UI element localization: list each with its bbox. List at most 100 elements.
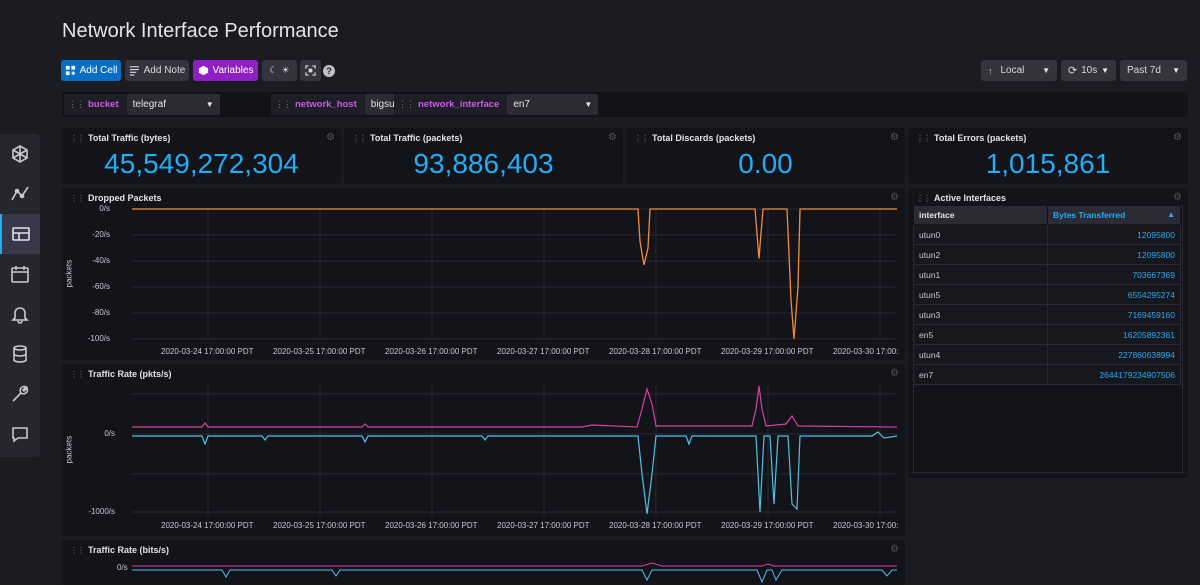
column-header-bytes[interactable]: Bytes Transferred ▲ (1047, 205, 1181, 225)
drag-handle-icon[interactable]: ⋮⋮ (398, 99, 415, 109)
theme-toggle[interactable]: ☾ ☀ (262, 60, 297, 81)
add-cell-icon (65, 65, 75, 76)
bucket-select[interactable]: telegraf ▼ (126, 94, 220, 115)
bytes-cell: 12095800 (1047, 244, 1181, 265)
autorefresh-dropdown[interactable]: ⟳ 10s ▼ (1061, 60, 1116, 81)
network-interface-select[interactable]: en7 ▼ (507, 94, 599, 115)
chevron-down-icon: ▼ (1042, 66, 1050, 75)
drag-handle-icon[interactable]: ⋮⋮ (275, 99, 292, 109)
x-tick: 2020-03-28 17:00:00 PDT (609, 347, 702, 356)
sidebar-item-feedback[interactable] (0, 414, 40, 454)
cell-traffic-rate-bits: ⋮⋮ Traffic Rate (bits/s) ⚙ 0/s (62, 540, 905, 585)
gear-icon[interactable]: ⚙ (890, 132, 899, 143)
traffic-rate-bits-chart (132, 562, 897, 584)
sun-icon: ☀ (281, 65, 290, 75)
help-icon[interactable]: ? (323, 65, 335, 77)
interface-cell: en5 (913, 324, 1048, 345)
bytes-cell: 7169459160 (1047, 304, 1181, 325)
gear-icon[interactable]: ⚙ (890, 192, 899, 203)
database-icon (13, 345, 27, 363)
wrench-icon (12, 385, 29, 402)
table-row: en5 16205892361 (913, 324, 1181, 345)
table-row: utun4 227860638994 (913, 344, 1181, 365)
drag-handle-icon[interactable]: ⋮⋮ (352, 133, 367, 143)
chevron-down-icon: ▼ (205, 100, 214, 109)
cell-title: Total Errors (packets) (934, 133, 1027, 143)
bytes-cell: 16205892361 (1047, 324, 1181, 345)
x-tick: 2020-03-24 17:00:00 PDT (161, 521, 254, 530)
dropped-packets-chart (132, 208, 897, 340)
presentation-mode-button[interactable] (300, 60, 321, 81)
time-range-value: Past 7d (1127, 65, 1161, 76)
graph-icon (11, 186, 29, 201)
sidebar-item-dashboards[interactable] (0, 214, 40, 254)
tx-series-line (132, 569, 897, 584)
dashboard-icon (12, 227, 30, 241)
cell-header: ⋮⋮ Active Interfaces (916, 193, 1006, 203)
gear-icon[interactable]: ⚙ (1173, 132, 1182, 143)
rx-series-line (132, 385, 898, 428)
stat-value: 93,886,403 (413, 148, 554, 179)
y-tick: -80/s (92, 308, 110, 317)
traffic-rate-pkts-chart (132, 385, 898, 516)
drag-handle-icon[interactable]: ⋮⋮ (70, 369, 85, 379)
add-note-button[interactable]: Add Note (125, 60, 189, 81)
sidebar-item-tasks[interactable] (0, 254, 40, 294)
column-header-interface[interactable]: interface (913, 205, 1048, 225)
dropped-series-line (132, 208, 897, 340)
interface-cell: utun1 (913, 264, 1048, 285)
bytes-cell: 703667369 (1047, 264, 1181, 285)
column-header-label: Bytes Transferred (1053, 210, 1126, 220)
add-cell-button[interactable]: Add Cell (61, 60, 121, 81)
drag-handle-icon[interactable]: ⋮⋮ (70, 545, 85, 555)
tx-series-line (132, 431, 898, 515)
cube-icon (198, 65, 208, 76)
refresh-value: 10s (1081, 65, 1098, 76)
time-range-dropdown[interactable]: Past 7d ▼ (1120, 60, 1187, 81)
gear-icon[interactable]: ⚙ (608, 132, 617, 143)
drag-handle-icon[interactable]: ⋮⋮ (916, 193, 931, 203)
x-tick: 2020-03-26 17:00:00 PDT (385, 347, 478, 356)
drag-handle-icon[interactable]: ⋮⋮ (68, 99, 85, 109)
bytes-cell: 2644179234907506 (1047, 364, 1181, 385)
grid (132, 386, 897, 516)
x-tick: 2020-03-30 17:00: (833, 521, 899, 530)
drag-handle-icon[interactable]: ⋮⋮ (70, 193, 85, 203)
cell-total-traffic-packets: ⋮⋮ Total Traffic (packets) ⚙ 93,886,403 (344, 128, 623, 184)
sidebar-item-settings[interactable] (0, 374, 40, 414)
cell-header: ⋮⋮ Total Discards (packets) (634, 133, 755, 143)
add-note-label: Add Note (143, 65, 186, 76)
stat-value: 0.00 (738, 148, 793, 179)
sidebar-item-alerts[interactable] (0, 294, 40, 334)
x-tick: 2020-03-25 17:00:00 PDT (273, 347, 366, 356)
cell-traffic-rate-pkts: ⋮⋮ Traffic Rate (pkts/s) ⚙ packets 0/s -10… (62, 364, 905, 536)
stat-value: 1,015,861 (985, 148, 1111, 179)
cell-header: ⋮⋮ Total Errors (packets) (916, 133, 1026, 143)
x-tick: 2020-03-29 17:00:00 PDT (721, 521, 814, 530)
calendar-icon (11, 266, 29, 283)
sidebar-item-graph[interactable] (0, 174, 40, 214)
timezone-dropdown[interactable]: ↑ Local ▼ (981, 60, 1057, 81)
gear-icon[interactable]: ⚙ (890, 544, 899, 555)
gear-icon[interactable]: ⚙ (326, 132, 335, 143)
variable-host-label-wrap: ⋮⋮ network_host (271, 94, 365, 115)
gear-icon[interactable]: ⚙ (890, 368, 899, 379)
page-title: Network Interface Performance (62, 20, 339, 42)
y-tick: -1000/s (88, 507, 115, 516)
gear-icon[interactable]: ⚙ (1173, 192, 1182, 203)
drag-handle-icon[interactable]: ⋮⋮ (634, 133, 649, 143)
drag-handle-icon[interactable]: ⋮⋮ (916, 133, 931, 143)
cell-dropped-packets: ⋮⋮ Dropped Packets ⚙ packets 0/s -20/s -40/… (62, 188, 905, 360)
variable-name: bucket (88, 99, 119, 110)
bytes-cell: 6554295274 (1047, 284, 1181, 305)
variables-button[interactable]: Variables (193, 60, 258, 81)
drag-handle-icon[interactable]: ⋮⋮ (70, 133, 85, 143)
cell-header: ⋮⋮ Traffic Rate (bits/s) (70, 545, 169, 555)
sidebar-item-data-explorer[interactable] (0, 134, 40, 174)
bell-icon (11, 307, 29, 324)
variables-bar: ⋮⋮ bucket telegraf ▼ ⋮⋮ network_host big… (62, 92, 1188, 117)
sidebar-item-data[interactable] (0, 334, 40, 374)
grid (132, 208, 897, 340)
interface-cell: utun4 (913, 344, 1048, 365)
moon-icon: ☾ (269, 65, 278, 75)
